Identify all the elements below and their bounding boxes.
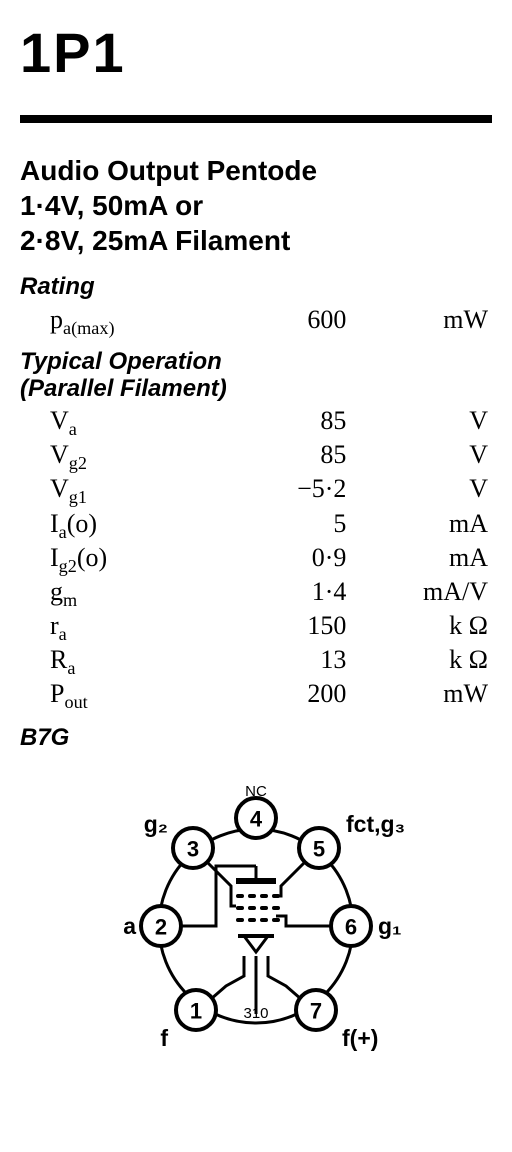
table-row: Ra13k Ω xyxy=(20,645,492,679)
table-row: Pout200mW xyxy=(20,679,492,713)
table-row: Ig2(o)0·9mA xyxy=(20,543,492,577)
subtitle-line-2: 1·4V, 50mA or xyxy=(20,190,203,221)
unit-cell: V xyxy=(350,474,492,508)
tube-type-title: 1P1 xyxy=(20,20,492,85)
pin-label: g₁ xyxy=(378,913,402,939)
table-row: Va85V xyxy=(20,406,492,440)
pin-number: 4 xyxy=(250,806,263,831)
param-cell: Va xyxy=(20,406,209,440)
pin-label: f(+) xyxy=(342,1025,378,1051)
pin-label: g₂ xyxy=(144,811,168,837)
unit-cell: V xyxy=(350,440,492,474)
unit-cell: mW xyxy=(350,679,492,713)
value-cell: −5·2 xyxy=(209,474,351,508)
value-cell: 0·9 xyxy=(209,543,351,577)
operation-table: Va85VVg285VVg1−5·2VIa(o)5mAIg2(o)0·9mAgm… xyxy=(20,406,492,714)
pin-number: 5 xyxy=(313,836,325,861)
subtitle-line-1: Audio Output Pentode xyxy=(20,155,317,186)
value-cell: 200 xyxy=(209,679,351,713)
unit-cell: mW xyxy=(350,305,492,339)
table-row: Vg1−5·2V xyxy=(20,474,492,508)
value-cell: 5 xyxy=(209,509,351,543)
base-type-label: B7G xyxy=(20,724,492,752)
table-row: ra150k Ω xyxy=(20,611,492,645)
table-row: Ia(o)5mA xyxy=(20,509,492,543)
table-row: Vg285V xyxy=(20,440,492,474)
param-cell: Ia(o) xyxy=(20,509,209,543)
pinout-diagram: NC 310 1f2a3g₂45fct,g₃6g₁7f(+) xyxy=(20,756,492,1061)
typical-op-heading: Typical Operation (Parallel Filament) xyxy=(20,349,492,402)
param-cell: Ra xyxy=(20,645,209,679)
pin-label: f xyxy=(160,1025,168,1051)
param-cell: Ig2(o) xyxy=(20,543,209,577)
value-cell: 150 xyxy=(209,611,351,645)
unit-cell: mA xyxy=(350,509,492,543)
pin-label: a xyxy=(123,913,136,939)
table-row: pa(max) 600 mW xyxy=(20,305,492,339)
unit-cell: V xyxy=(350,406,492,440)
param-cell: Vg1 xyxy=(20,474,209,508)
diagram-number: 310 xyxy=(243,1005,268,1022)
unit-cell: mA xyxy=(350,543,492,577)
param-cell: ra xyxy=(20,611,209,645)
subtitle: Audio Output Pentode 1·4V, 50mA or 2·8V,… xyxy=(20,153,492,258)
unit-cell: k Ω xyxy=(350,645,492,679)
rating-heading: Rating xyxy=(20,273,492,301)
param-cell: gm xyxy=(20,577,209,611)
value-cell: 85 xyxy=(209,406,351,440)
value-cell: 600 xyxy=(209,305,351,339)
param-cell: Vg2 xyxy=(20,440,209,474)
value-cell: 1·4 xyxy=(209,577,351,611)
pin-number: 1 xyxy=(190,998,202,1023)
pin-number: 2 xyxy=(155,914,167,939)
unit-cell: mA/V xyxy=(350,577,492,611)
subtitle-line-3: 2·8V, 25mA Filament xyxy=(20,225,290,256)
table-row: gm1·4mA/V xyxy=(20,577,492,611)
param-cell: Pout xyxy=(20,679,209,713)
pin-number: 3 xyxy=(187,836,199,861)
pin-number: 7 xyxy=(310,998,322,1023)
pin-label: fct,g₃ xyxy=(346,811,405,837)
param-cell: pa(max) xyxy=(20,305,209,339)
unit-cell: k Ω xyxy=(350,611,492,645)
pin-number: 6 xyxy=(345,914,357,939)
rating-table: pa(max) 600 mW xyxy=(20,305,492,339)
divider xyxy=(20,115,492,123)
value-cell: 13 xyxy=(209,645,351,679)
value-cell: 85 xyxy=(209,440,351,474)
